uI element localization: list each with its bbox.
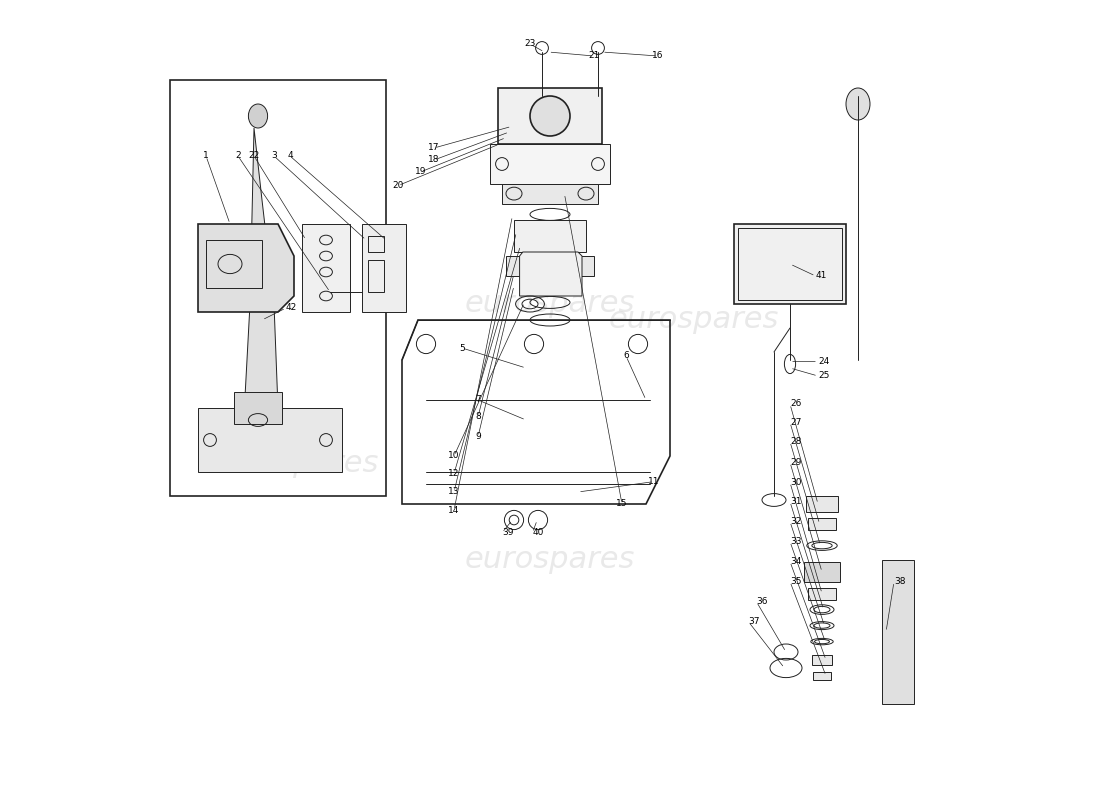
Text: 41: 41 xyxy=(815,271,827,281)
Text: 23: 23 xyxy=(525,39,536,49)
Ellipse shape xyxy=(249,104,267,128)
Bar xyxy=(808,518,836,530)
Text: eurospares: eurospares xyxy=(608,306,779,334)
Text: 25: 25 xyxy=(818,371,829,381)
Ellipse shape xyxy=(530,96,570,136)
Text: eurospares: eurospares xyxy=(209,450,380,478)
Text: 42: 42 xyxy=(286,303,297,313)
Text: 5: 5 xyxy=(459,343,465,353)
Bar xyxy=(806,496,838,512)
Bar xyxy=(170,80,386,496)
Ellipse shape xyxy=(846,88,870,120)
Text: 19: 19 xyxy=(415,167,426,177)
Text: 10: 10 xyxy=(449,451,460,461)
Text: 18: 18 xyxy=(428,155,440,165)
Text: 38: 38 xyxy=(894,577,905,586)
Text: 16: 16 xyxy=(652,51,663,61)
Text: 6: 6 xyxy=(623,351,629,361)
Bar xyxy=(738,228,842,300)
Text: 9: 9 xyxy=(475,432,481,442)
Text: 15: 15 xyxy=(616,499,628,509)
Text: 7: 7 xyxy=(475,395,481,405)
Text: 22: 22 xyxy=(249,151,260,161)
Text: 32: 32 xyxy=(790,517,802,526)
Bar xyxy=(506,256,594,276)
Text: 34: 34 xyxy=(790,557,802,566)
Text: 29: 29 xyxy=(790,458,802,467)
Polygon shape xyxy=(519,252,582,296)
Text: eurospares: eurospares xyxy=(465,290,635,318)
Bar xyxy=(368,260,384,292)
Bar xyxy=(812,655,832,665)
Text: 20: 20 xyxy=(393,181,404,190)
Text: 8: 8 xyxy=(475,412,481,422)
Text: 36: 36 xyxy=(757,597,768,606)
Text: 1: 1 xyxy=(204,151,209,161)
Text: 33: 33 xyxy=(790,537,802,546)
Text: 21: 21 xyxy=(588,51,600,61)
Bar xyxy=(808,587,836,600)
Text: eurospares: eurospares xyxy=(465,546,635,574)
Text: 39: 39 xyxy=(502,528,514,538)
Text: 35: 35 xyxy=(790,577,802,586)
Text: 27: 27 xyxy=(790,418,802,427)
Text: 31: 31 xyxy=(790,497,802,506)
Bar xyxy=(804,562,840,582)
Text: 13: 13 xyxy=(449,487,460,497)
Bar xyxy=(234,392,282,424)
Text: 40: 40 xyxy=(532,528,543,538)
Text: 37: 37 xyxy=(748,617,760,626)
Bar xyxy=(362,224,406,312)
Bar xyxy=(502,184,598,204)
Text: 2: 2 xyxy=(235,151,241,161)
Bar xyxy=(490,144,610,184)
Text: 12: 12 xyxy=(449,469,460,478)
Text: 26: 26 xyxy=(790,399,802,409)
Polygon shape xyxy=(244,128,278,408)
Polygon shape xyxy=(198,224,294,312)
Bar xyxy=(734,224,846,304)
Bar xyxy=(514,220,586,252)
Bar xyxy=(368,236,384,252)
Bar xyxy=(198,408,342,472)
Text: 24: 24 xyxy=(818,357,829,366)
Bar xyxy=(302,224,350,312)
Text: 4: 4 xyxy=(287,151,293,161)
Text: 14: 14 xyxy=(449,506,460,515)
Text: 11: 11 xyxy=(648,477,660,486)
Bar xyxy=(206,240,262,288)
Text: 3: 3 xyxy=(271,151,277,161)
Bar xyxy=(882,560,914,704)
Text: 17: 17 xyxy=(428,143,440,153)
Bar xyxy=(813,672,830,680)
Text: 30: 30 xyxy=(790,478,802,487)
Text: 28: 28 xyxy=(790,437,802,446)
Bar xyxy=(498,88,602,144)
